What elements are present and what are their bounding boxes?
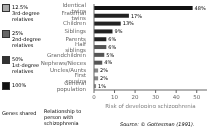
svg-text:2%: 2% bbox=[100, 75, 108, 81]
svg-text:Risk of developing schizophren: Risk of developing schizophrenia bbox=[105, 103, 195, 108]
svg-text:Nephews/Nieces: Nephews/Nieces bbox=[41, 60, 87, 67]
svg-text:6%: 6% bbox=[108, 36, 116, 42]
svg-text:1%: 1% bbox=[98, 83, 106, 89]
svg-text:Firstcousins: Firstcousins bbox=[65, 72, 86, 84]
svg-text:Halfsiblings: Halfsiblings bbox=[65, 41, 87, 54]
svg-text:30: 30 bbox=[152, 94, 159, 100]
svg-text:2%: 2% bbox=[100, 67, 108, 73]
svg-text:Parents: Parents bbox=[66, 36, 87, 42]
svg-text:9%: 9% bbox=[114, 28, 122, 34]
svg-text:4%: 4% bbox=[104, 59, 112, 65]
svg-text:5%: 5% bbox=[106, 52, 114, 58]
svg-text:Identicaltwins: Identicaltwins bbox=[62, 2, 86, 14]
svg-text:40: 40 bbox=[173, 94, 180, 100]
svg-text:6%: 6% bbox=[108, 44, 116, 50]
svg-text:20: 20 bbox=[132, 94, 139, 100]
svg-text:Uncles/Aunts: Uncles/Aunts bbox=[50, 67, 86, 73]
svg-text:Siblings: Siblings bbox=[65, 28, 87, 35]
svg-text:50: 50 bbox=[193, 94, 200, 100]
svg-text:17%: 17% bbox=[131, 13, 142, 19]
svg-text:48%: 48% bbox=[195, 5, 206, 11]
svg-text:13%: 13% bbox=[123, 20, 134, 26]
svg-text:0: 0 bbox=[92, 94, 96, 100]
svg-text:10: 10 bbox=[111, 94, 118, 100]
